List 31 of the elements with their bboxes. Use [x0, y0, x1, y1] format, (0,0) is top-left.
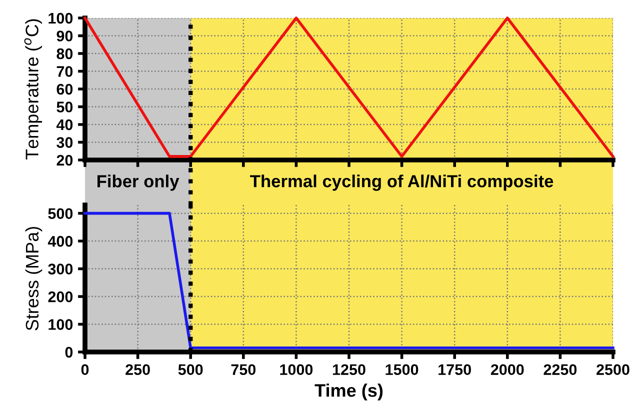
- y-tick-label: 40: [56, 119, 73, 130]
- y-tick-label: 50: [56, 102, 73, 112]
- x-tick-label: 2000: [490, 364, 524, 376]
- x-tick-label: 1000: [280, 364, 313, 376]
- y-tick-label: 0: [65, 346, 73, 358]
- y-axis-title: Temperature ($^{o}$C): [24, 19, 42, 160]
- x-tick-label: 250: [126, 364, 150, 376]
- y-tick-label: 300: [48, 264, 73, 274]
- y-tick-label: 200: [48, 291, 73, 302]
- y-tick-label: 400: [48, 236, 73, 247]
- y-tick-label: 500: [48, 208, 73, 220]
- x-tick-label: 1500: [386, 364, 418, 376]
- y-tick-label: 100: [48, 319, 73, 330]
- y-axis-title: Stress (MPa): [25, 226, 42, 330]
- x-tick-label: 1250: [332, 364, 366, 376]
- x-tick-label: 500: [178, 364, 203, 376]
- band-label: Fiber only: [97, 174, 180, 191]
- x-tick-label: 1750: [438, 364, 471, 376]
- y-tick-label: 80: [56, 48, 73, 60]
- y-tick-label: 60: [56, 84, 73, 95]
- band-label: Thermal cycling of Al/NiTi composite: [250, 174, 554, 191]
- x-tick-label: 0: [81, 364, 89, 376]
- y-tick-label: 100: [48, 12, 73, 24]
- x-tick-label: 2500: [596, 364, 630, 376]
- x-tick-label: 2250: [544, 364, 577, 376]
- y-tick-label: 30: [56, 137, 73, 148]
- y-tick-label: 20: [56, 154, 73, 166]
- x-axis-title: Time (s): [314, 384, 383, 400]
- y-tick-label: 70: [56, 66, 73, 77]
- y-tick-label: 90: [56, 30, 73, 42]
- x-tick-label: 750: [231, 364, 256, 376]
